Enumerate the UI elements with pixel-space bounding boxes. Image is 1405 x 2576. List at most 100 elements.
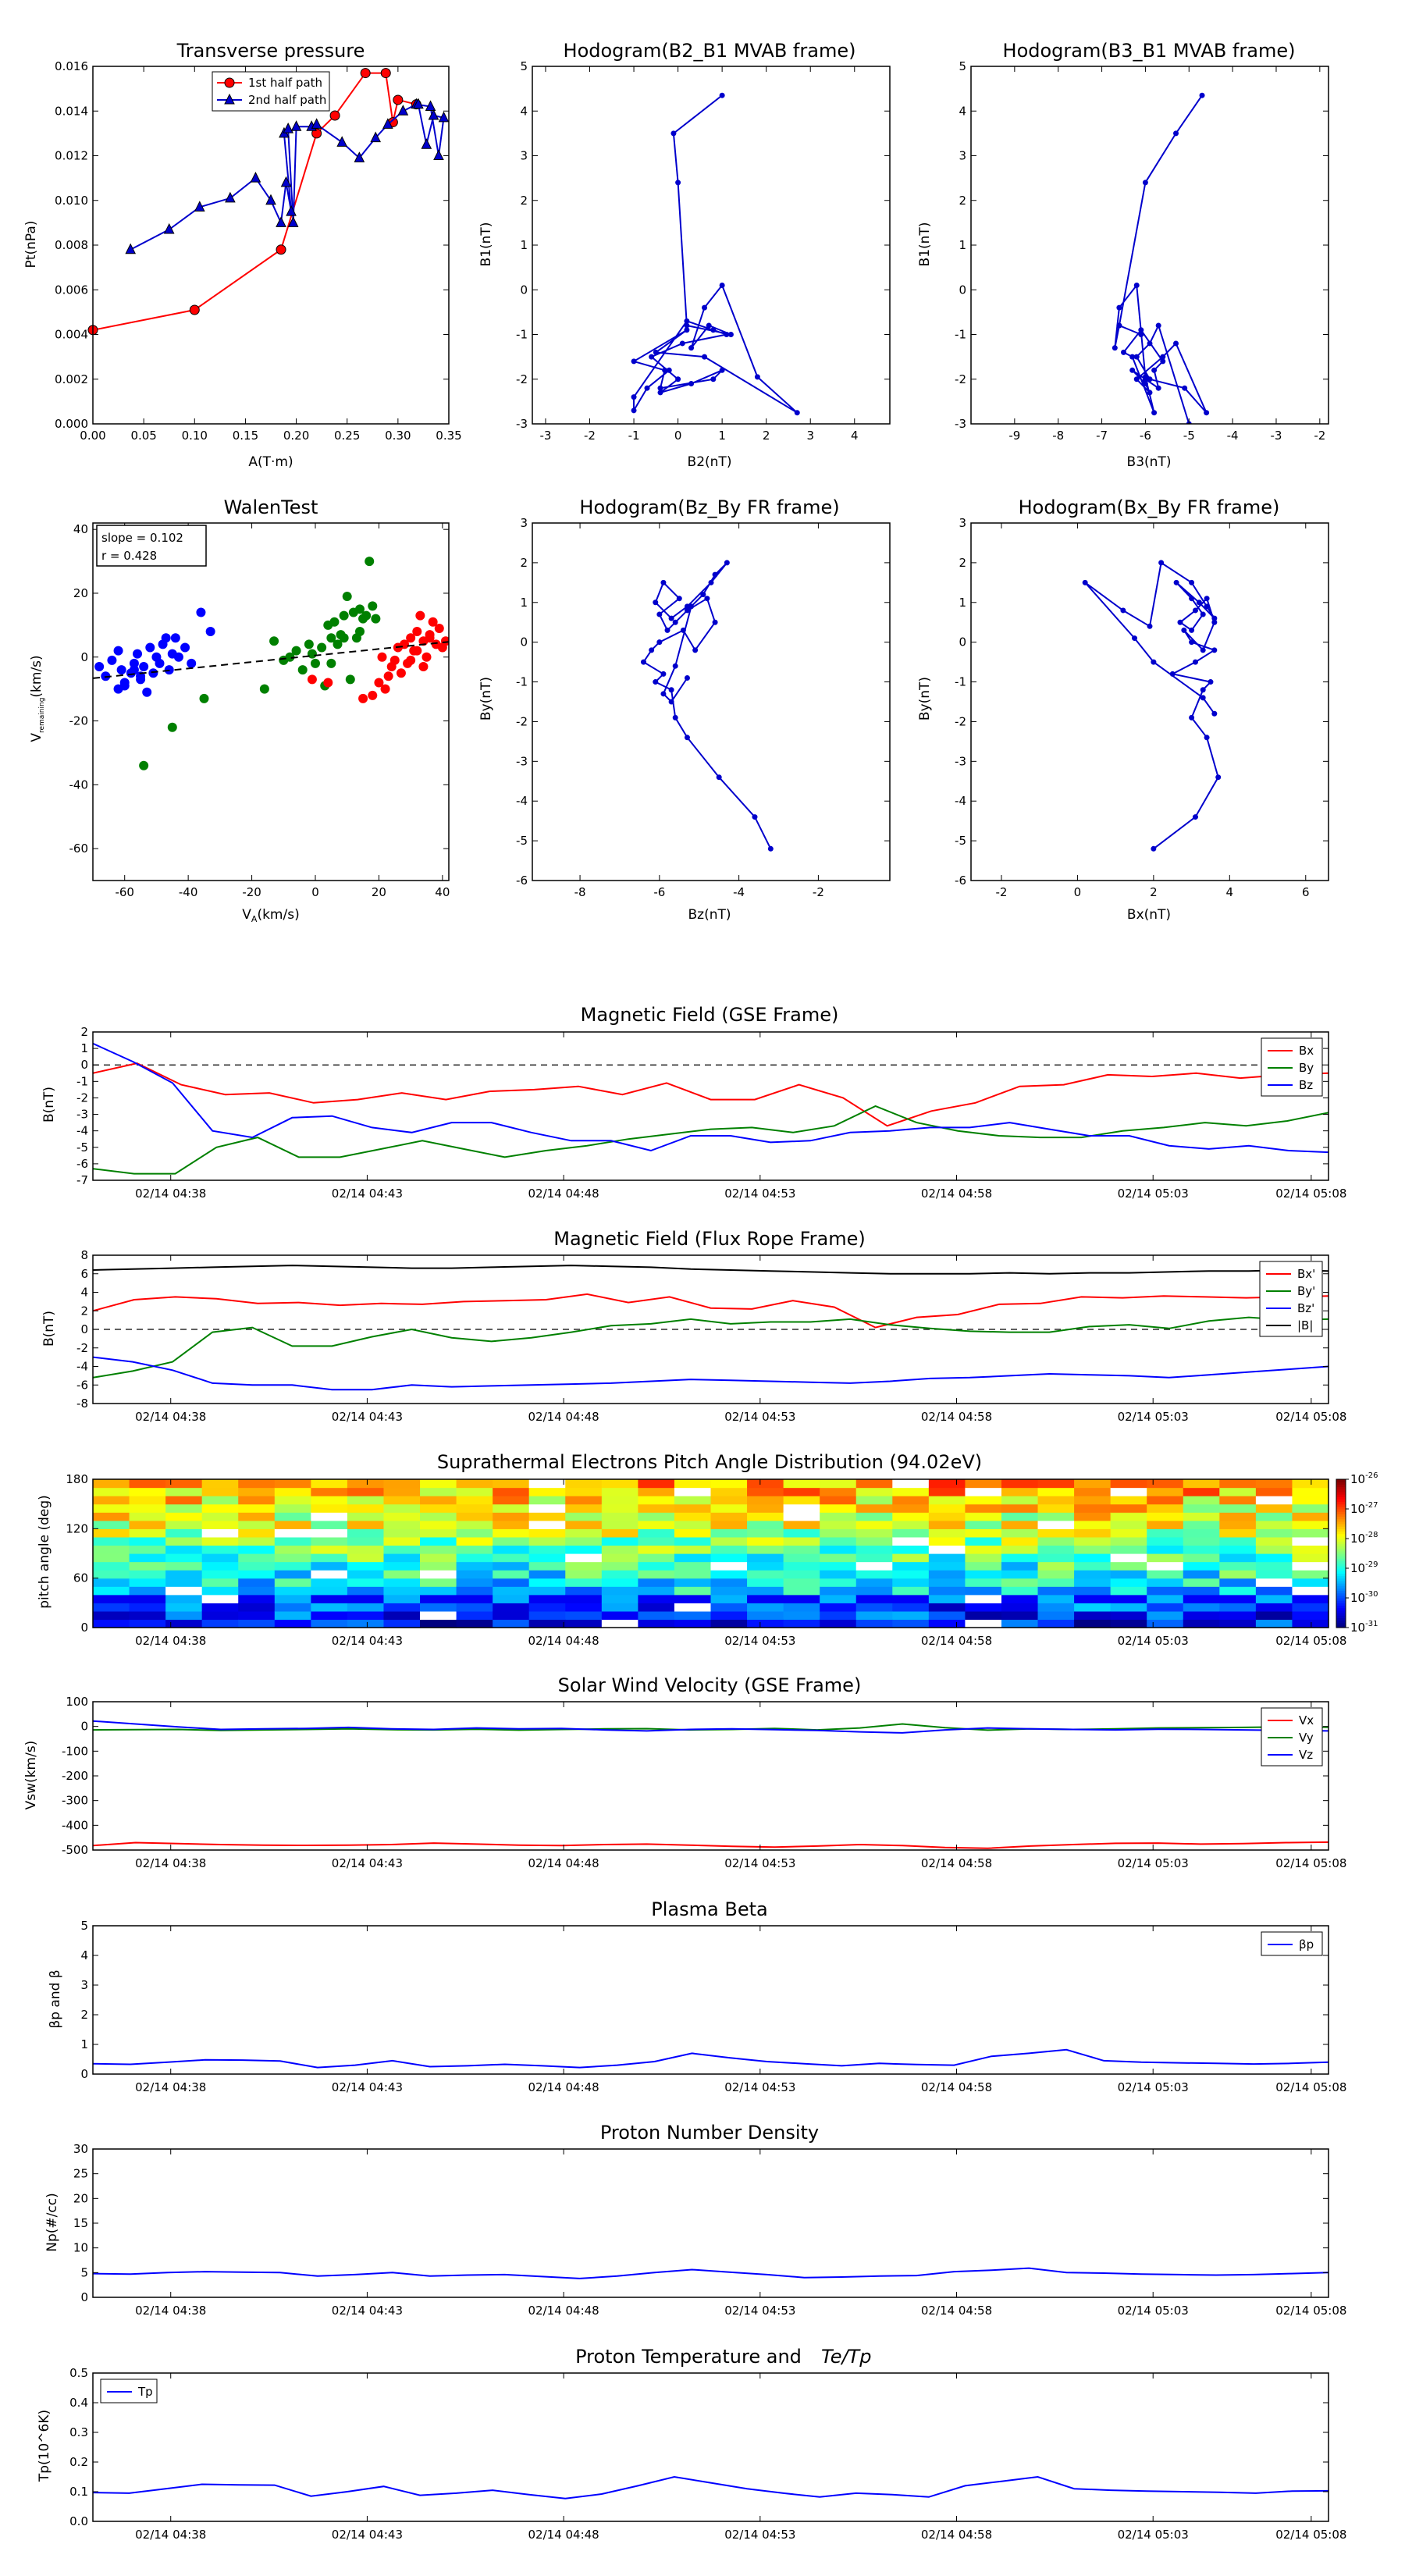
pad-colorbar-tick-label: 10-28 xyxy=(1350,1531,1378,1546)
pt-legend-label: 2nd half path xyxy=(248,93,326,107)
pad-cell xyxy=(601,1496,638,1505)
pt-ytick-label: 0.012 xyxy=(55,149,88,163)
xlabel-bxby-bx: Bx(nT) xyxy=(1127,907,1171,923)
pad-cell xyxy=(238,1528,276,1538)
pad-cell xyxy=(1255,1520,1293,1529)
pad-cell xyxy=(238,1619,276,1628)
h12-point xyxy=(675,180,681,186)
h13-plot-area xyxy=(1112,92,1210,424)
pad-cell xyxy=(165,1545,203,1554)
pad-colorbar-segment xyxy=(1336,1556,1346,1559)
walen-point xyxy=(440,636,449,646)
pt-point-triangle xyxy=(336,136,348,147)
bzby-xtick-label: -2 xyxy=(813,885,824,899)
bfr-time-tick-label: 02/14 04:48 xyxy=(528,1410,599,1424)
pad-cell xyxy=(311,1570,348,1579)
h13-point xyxy=(1151,410,1158,416)
pad-cell xyxy=(1074,1520,1112,1529)
pad-cell xyxy=(747,1619,784,1628)
pad-cell xyxy=(347,1578,385,1587)
pad-cell xyxy=(965,1610,1002,1621)
walen-point xyxy=(396,668,406,678)
pad-cell xyxy=(201,1619,239,1628)
pad-cell xyxy=(1219,1487,1257,1496)
bxby-point xyxy=(1189,639,1195,646)
pad-cell xyxy=(783,1561,820,1571)
pad-cell xyxy=(347,1594,385,1603)
pt-point-circle xyxy=(360,68,371,79)
bxby-point xyxy=(1200,695,1206,701)
pad-cell xyxy=(1110,1594,1147,1603)
tp-time-tick-label: 02/14 04:58 xyxy=(921,2528,992,2542)
pad-colorbar-segment xyxy=(1336,1533,1346,1537)
vsw-ytick-label: -100 xyxy=(62,1744,88,1758)
bxby-xtick-label: 2 xyxy=(1150,885,1158,899)
pad-cell xyxy=(1147,1561,1184,1571)
pad-cell xyxy=(1110,1570,1147,1579)
pad-cell xyxy=(783,1610,820,1621)
pad-cell xyxy=(1110,1487,1147,1496)
pad-cell xyxy=(456,1503,493,1513)
pad-cell xyxy=(601,1503,638,1513)
tp-time-tick-label: 02/14 04:53 xyxy=(724,2528,795,2542)
h12-ytick-label: 5 xyxy=(520,59,528,73)
ylabel-hodogram-b1: B1(nT) xyxy=(478,222,494,267)
pt-xtick-label: 0.20 xyxy=(283,429,309,443)
pad-cell xyxy=(1110,1512,1147,1521)
bzby-ytick-label: 2 xyxy=(520,556,528,570)
pad-cell xyxy=(601,1603,638,1612)
pt-point-triangle xyxy=(370,131,382,143)
pt-legend-marker xyxy=(224,77,235,88)
bzby-xtick-label: -6 xyxy=(653,885,665,899)
pad-colorbar-segment xyxy=(1336,1528,1346,1532)
pad-cell xyxy=(601,1520,638,1529)
h13-ytick-label: 5 xyxy=(959,59,966,73)
pad-cell xyxy=(1037,1561,1075,1571)
h12-point xyxy=(631,407,637,414)
bgse-ytick-label: 2 xyxy=(80,1025,88,1039)
pad-cell xyxy=(965,1619,1002,1628)
h12-point xyxy=(688,345,695,351)
bxby-point xyxy=(1082,579,1088,585)
pad-cell xyxy=(201,1536,239,1546)
tp-time-tick-label: 02/14 04:48 xyxy=(528,2528,599,2542)
h12-point xyxy=(702,354,708,360)
pad-cell xyxy=(347,1603,385,1612)
pad-cell xyxy=(165,1570,203,1579)
beta-ytick-label: 5 xyxy=(80,1919,88,1933)
pad-cell xyxy=(129,1520,166,1529)
ylabel-b-fluxrope: B(nT) xyxy=(41,1311,57,1347)
h12-ytick-label: 1 xyxy=(520,238,528,252)
ylabel-bxby-by: By(nT) xyxy=(917,677,933,720)
pad-cell xyxy=(1292,1512,1329,1521)
ylabel-pad: pitch angle (deg) xyxy=(37,1495,52,1609)
pad-cell xyxy=(383,1528,421,1538)
vsw-ytick-label: -400 xyxy=(62,1818,88,1832)
h12-point xyxy=(631,394,637,400)
pad-cell xyxy=(783,1570,820,1579)
pad-cell xyxy=(383,1496,421,1505)
walen-point xyxy=(422,652,432,662)
bxby-point xyxy=(1204,596,1210,602)
pad-cell xyxy=(1110,1528,1147,1538)
pad-cell xyxy=(129,1503,166,1513)
pad-cell xyxy=(420,1520,457,1529)
pad-cell xyxy=(1147,1578,1184,1587)
bxby-ytick-label: -3 xyxy=(955,754,966,768)
pad-cell xyxy=(383,1594,421,1603)
pad-cell xyxy=(165,1619,203,1628)
pad-cell xyxy=(710,1545,748,1554)
pad-cell xyxy=(965,1520,1002,1529)
pad-cell xyxy=(165,1610,203,1621)
pad-cell xyxy=(1110,1619,1147,1628)
pad-cell xyxy=(93,1528,130,1538)
pad-cell xyxy=(1037,1503,1075,1513)
pad-cell xyxy=(201,1496,239,1505)
pad-cell xyxy=(1074,1570,1112,1579)
bxby-point xyxy=(1169,671,1176,677)
pad-colorbar-tick-exponent: -26 xyxy=(1365,1471,1378,1480)
bxby-point xyxy=(1211,615,1218,621)
pad-cell xyxy=(1110,1603,1147,1612)
walen-point xyxy=(205,627,215,637)
pad-cell xyxy=(238,1536,276,1546)
